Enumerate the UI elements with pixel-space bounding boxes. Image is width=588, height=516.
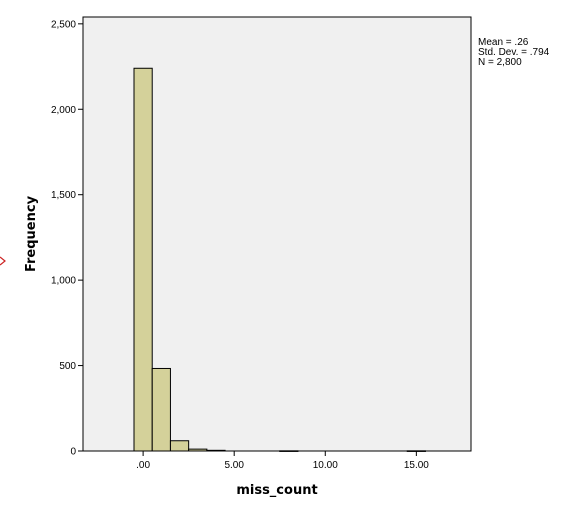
summary-statistics: Mean = .26 Std. Dev. = .794 N = 2,800 <box>478 38 549 68</box>
histogram-bar <box>169 440 190 452</box>
y-tick-label: 1,500 <box>51 190 76 201</box>
histogram-bars <box>133 67 426 452</box>
y-tick-label: 1,000 <box>51 276 76 287</box>
x-axis-title: miss_count <box>236 483 317 498</box>
stat-std-dev: Std. Dev. = .794 <box>478 47 550 58</box>
stat-mean: Mean = .26 <box>478 37 529 48</box>
histogram-bar <box>279 450 299 452</box>
x-tick-label: .00 <box>136 460 150 471</box>
histogram-bar <box>188 448 208 452</box>
y-tick-label: 2,500 <box>51 19 76 30</box>
y-tick-label: 2,000 <box>51 105 76 116</box>
y-tick-label: 0 <box>70 447 76 458</box>
y-tick-label: 500 <box>59 361 76 372</box>
histogram-bar <box>133 67 153 452</box>
y-axis-title: Frequency <box>24 195 39 272</box>
stat-n: N = 2,800 <box>478 57 522 68</box>
x-tick-label: 10.00 <box>313 460 338 471</box>
histogram-bar <box>206 449 226 452</box>
y-axis-ticks: 0 500 1,000 1,500 2,000 2,500 <box>51 19 83 458</box>
x-tick-label: 15.00 <box>404 460 429 471</box>
edge-marker-icon <box>0 256 6 266</box>
x-axis-ticks: .00 5.00 10.00 15.00 <box>136 451 429 471</box>
histogram-bar <box>151 367 171 452</box>
x-tick-label: 5.00 <box>224 460 244 471</box>
